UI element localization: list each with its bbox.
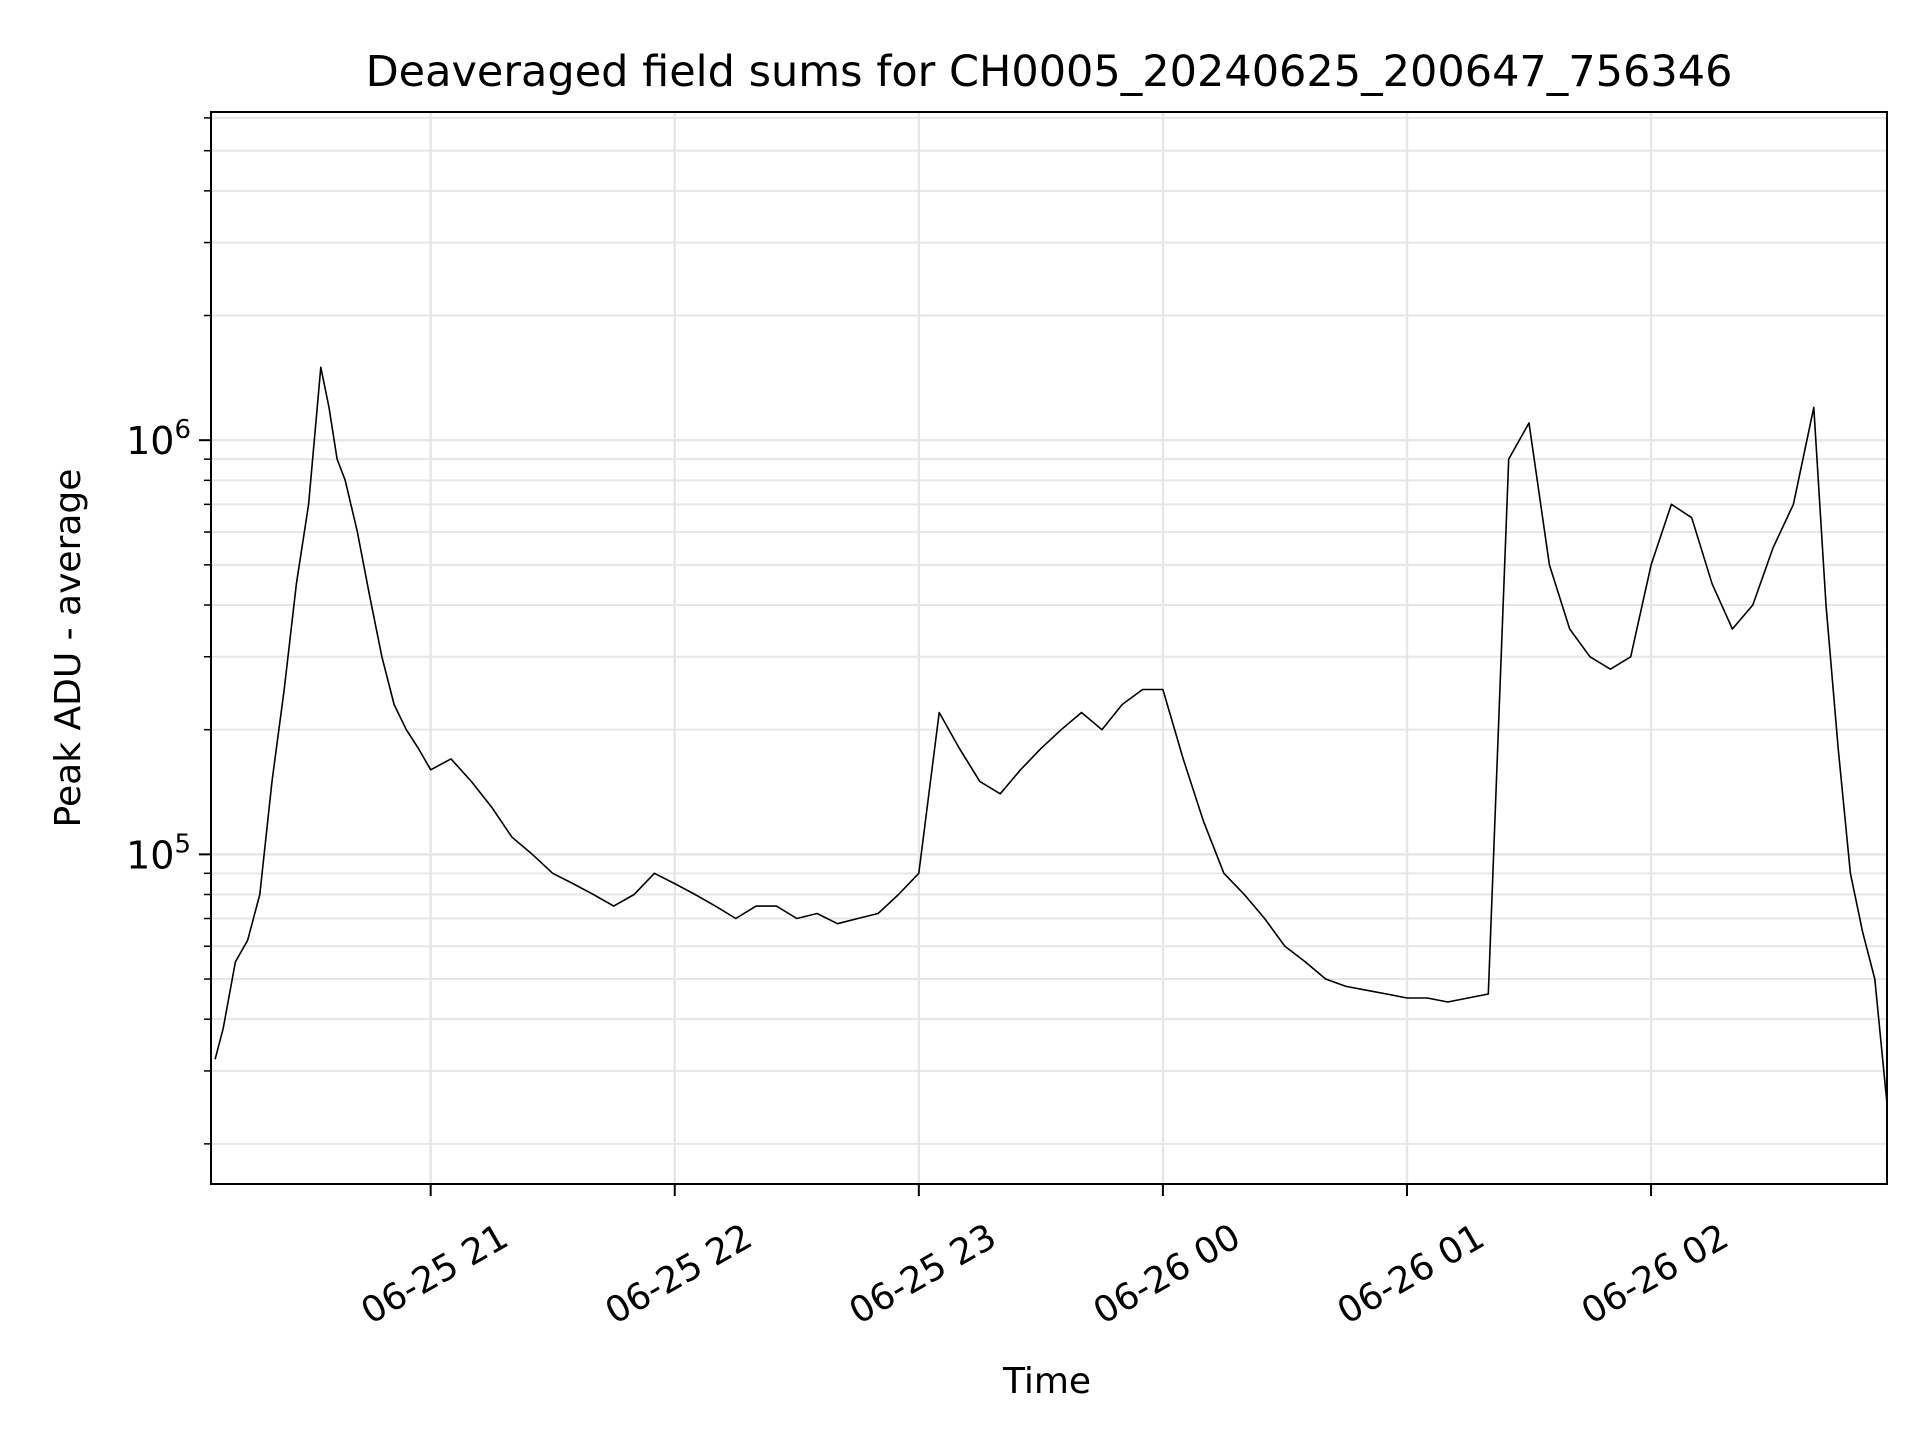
grid: [211, 112, 1887, 1184]
y-axis: 105 106: [126, 117, 211, 1145]
y-tick-label: 106: [126, 415, 191, 463]
plot-frame: [210, 111, 1888, 1185]
x-axis-label: Time: [1002, 1361, 1091, 1402]
y-axis-label: Peak ADU - average: [48, 469, 89, 828]
chart-title: Deaveraged field sums for CH0005_2024062…: [366, 47, 1733, 97]
series-line: [214, 366, 1888, 1104]
series: [214, 366, 1888, 1104]
y-tick-label: 105: [126, 829, 191, 877]
